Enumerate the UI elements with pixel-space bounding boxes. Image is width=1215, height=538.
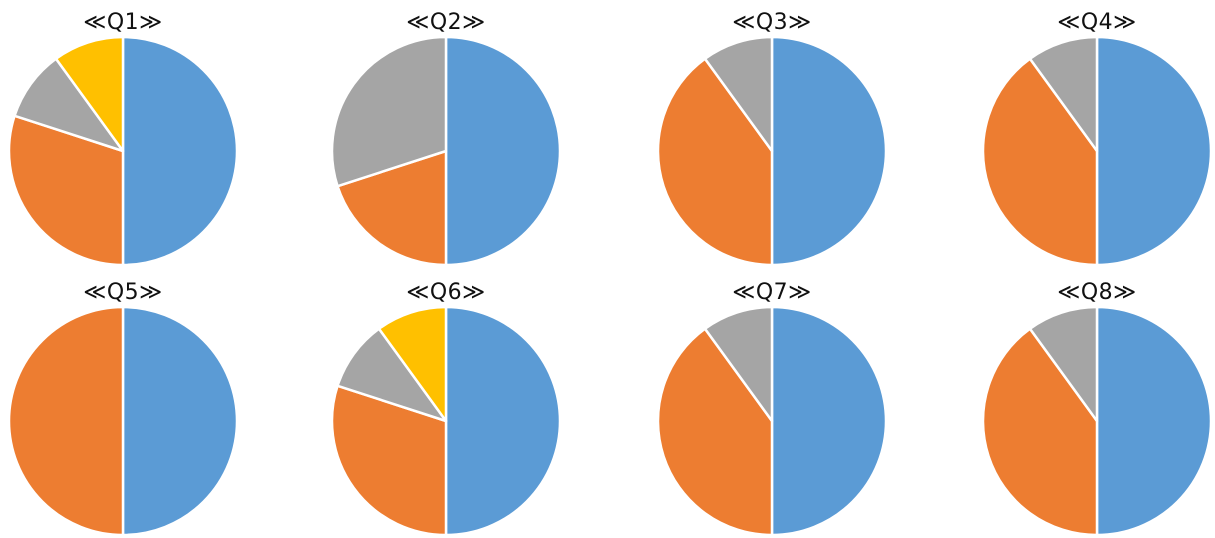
pie-q3-slice-1 [770,35,888,267]
pie-q6 [330,305,562,537]
pie-q8-slice-1 [1095,305,1213,537]
pie-q5-slice-1 [121,305,239,537]
pie-q5 [7,305,239,537]
pie-q7-slice-2 [656,327,774,537]
pie-q7-slice-1 [770,305,888,537]
pie-q1-slice-2 [7,114,125,267]
pie-q1-slice-1 [121,35,239,267]
pie-title-q3: ≪Q3≫ [732,10,812,35]
pie-q1-slice-4 [54,35,125,153]
pie-q2-slice-1 [444,35,562,267]
pie-q6-slice-2 [330,384,448,537]
pie-q6-slice-3 [336,327,448,423]
pie-q5-slice-2 [7,305,125,537]
pie-q7 [656,305,888,537]
pie-title-q7: ≪Q7≫ [732,280,812,305]
pie-q4-slice-2 [981,57,1099,267]
pie-title-q4: ≪Q4≫ [1057,10,1137,35]
pie-q6-slice-1 [444,305,562,537]
pie-q4-slice-1 [1095,35,1213,267]
pie-q4-slice-3 [1028,35,1099,153]
pie-q7-slice-3 [703,305,774,423]
pie-q2 [330,35,562,267]
pie-title-q2: ≪Q2≫ [406,10,486,35]
pie-q8 [981,305,1213,537]
pie-title-q1: ≪Q1≫ [83,10,163,35]
pie-q6-slice-4 [377,305,448,423]
pie-title-q6: ≪Q6≫ [406,280,486,305]
pie-title-q5: ≪Q5≫ [83,280,163,305]
pie-q1-slice-3 [13,57,125,153]
pie-q4 [981,35,1213,267]
pie-title-q8: ≪Q8≫ [1057,280,1137,305]
pie-q3-slice-2 [656,57,774,267]
pie-q8-slice-3 [1028,305,1099,423]
pie-q8-slice-2 [981,327,1099,537]
pie-q3 [656,35,888,267]
pie-q1 [7,35,239,267]
pie-q2-slice-2 [336,149,448,267]
pie-q2-slice-3 [330,35,448,188]
pie-q3-slice-3 [703,35,774,153]
